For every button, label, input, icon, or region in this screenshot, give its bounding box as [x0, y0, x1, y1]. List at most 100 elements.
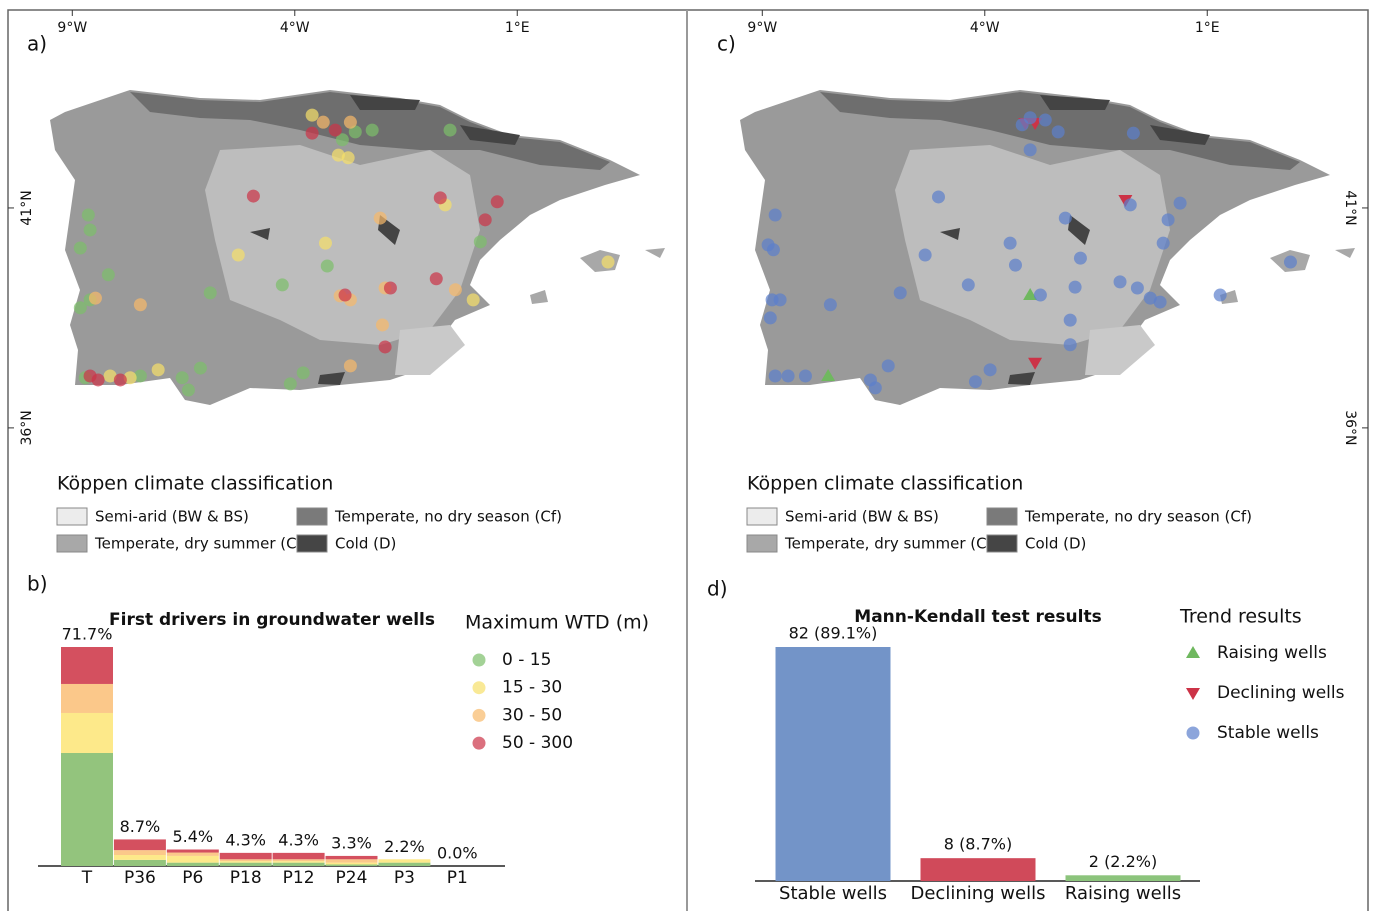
- total-label: 3.3%: [331, 833, 372, 852]
- well-point: [378, 340, 392, 354]
- well-point: [490, 195, 504, 209]
- well-point: [1023, 288, 1038, 301]
- x-tick-label: P1: [447, 868, 468, 888]
- well-point: [305, 126, 319, 140]
- well-point: [1008, 258, 1022, 272]
- x-tick-label: Stable wells: [779, 883, 887, 904]
- well-point: [473, 235, 487, 249]
- x-tick-label: P3: [394, 868, 415, 888]
- well-point: [781, 369, 795, 383]
- total-label: 4.3%: [278, 830, 319, 849]
- panel-label: c): [717, 32, 736, 56]
- x-tick-label: P12: [283, 868, 315, 888]
- well-point: [73, 241, 87, 255]
- climate-swatch: [56, 534, 88, 553]
- panel-label: b): [27, 572, 48, 596]
- well-point: [1073, 251, 1087, 265]
- y-tick-label: 36°N: [1342, 410, 1358, 445]
- climate-legend-title: Köppen climate classification: [747, 473, 1023, 495]
- well-point: [1156, 236, 1170, 250]
- well-point: [1153, 295, 1167, 309]
- well-point: [231, 248, 245, 262]
- bar-segment: [113, 855, 166, 860]
- bar-segment: [166, 862, 219, 866]
- climate-swatch: [296, 507, 328, 526]
- climate-legend-label: Temperate, dry summer (Cs): [784, 535, 1000, 553]
- bar-segment: [61, 647, 113, 684]
- well-point: [881, 359, 895, 373]
- chart-title: Mann-Kendall test results: [854, 607, 1101, 627]
- x-tick-label: 9°W: [57, 20, 87, 36]
- well-point: [113, 373, 127, 387]
- panel-label: a): [27, 32, 47, 56]
- bar-segment: [113, 859, 166, 866]
- well-point: [798, 369, 812, 383]
- climate-swatch: [296, 534, 328, 553]
- well-point: [1213, 288, 1227, 302]
- well-point: [151, 363, 165, 377]
- well-point: [123, 371, 137, 385]
- bar-segment: [272, 862, 325, 866]
- well-point: [1023, 143, 1037, 157]
- bar-segment: [272, 861, 325, 863]
- well-point: [1063, 313, 1077, 327]
- well-point: [466, 293, 480, 307]
- bar-segment: [166, 855, 219, 863]
- well-point: [348, 125, 362, 139]
- value-label: 82 (89.1%): [789, 624, 878, 643]
- legend-title: Maximum WTD (m): [465, 612, 649, 634]
- bar-segment: [272, 859, 325, 862]
- total-label: 0.0%: [437, 844, 478, 863]
- well-point: [983, 363, 997, 377]
- climate-legend-label: Cold (D): [1025, 535, 1086, 553]
- well-point: [193, 361, 207, 375]
- climate-legend-label: Semi-arid (BW & BS): [785, 508, 939, 526]
- bar-segment: [219, 852, 272, 860]
- bar-segment: [166, 849, 219, 853]
- legend-marker: [1186, 688, 1200, 700]
- x-tick-label: 4°W: [970, 20, 1000, 36]
- well-point: [1283, 255, 1297, 269]
- bar-segment: [113, 839, 166, 851]
- x-tick-label: Declining wells: [911, 883, 1046, 904]
- y-tick-label: 36°N: [19, 410, 35, 445]
- basemap: [740, 90, 1355, 405]
- bar-segment: [325, 855, 378, 860]
- well-point: [133, 369, 147, 383]
- bar: [1065, 875, 1181, 881]
- well-point: [296, 366, 310, 380]
- legend-marker: [472, 736, 486, 750]
- well-point: [1003, 236, 1017, 250]
- x-tick-label: P36: [124, 868, 156, 888]
- bar-segment: [272, 852, 325, 860]
- well-point: [73, 301, 87, 315]
- well-point: [375, 318, 389, 332]
- well-point: [1143, 291, 1157, 305]
- well-point: [448, 283, 462, 297]
- total-label: 4.3%: [225, 830, 266, 849]
- legend-label: Raising wells: [1217, 643, 1327, 663]
- well-point: [246, 189, 260, 203]
- x-tick-label: Raising wells: [1065, 883, 1181, 904]
- well-point: [81, 208, 95, 222]
- well-point: [343, 115, 357, 129]
- well-point: [429, 272, 443, 286]
- well-point: [1113, 275, 1127, 289]
- well-point: [1038, 113, 1052, 127]
- climate-legend-title: Köppen climate classification: [57, 473, 333, 495]
- bar-segment: [61, 752, 113, 866]
- well-point: [821, 368, 836, 381]
- x-tick-label: 9°W: [747, 20, 777, 36]
- legend-label: Declining wells: [1217, 683, 1345, 703]
- well-point: [101, 268, 115, 282]
- bar-segment: [219, 859, 272, 862]
- panel-label: d): [707, 577, 728, 601]
- well-point: [1051, 125, 1065, 139]
- well-point: [373, 211, 387, 225]
- well-point: [383, 281, 397, 295]
- bar-segment: [325, 859, 378, 863]
- well-point: [1068, 280, 1082, 294]
- well-point: [601, 255, 615, 269]
- climate-legend-label: Semi-arid (BW & BS): [95, 508, 249, 526]
